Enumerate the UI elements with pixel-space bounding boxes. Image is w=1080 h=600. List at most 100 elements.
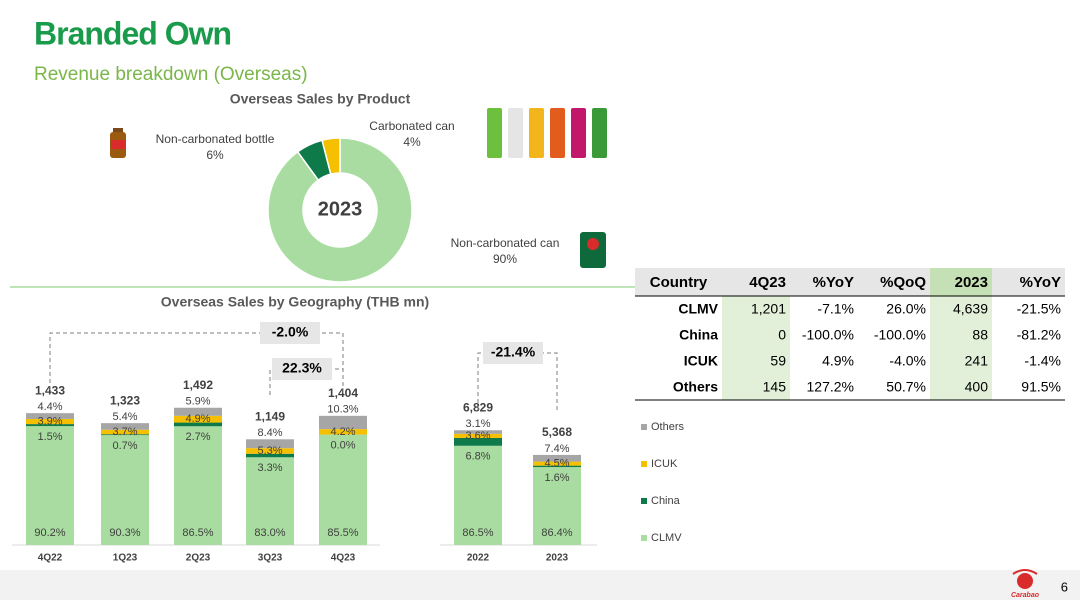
segment-label: 2.7% [185, 431, 210, 443]
segment-label: 6.8% [465, 451, 490, 463]
table-cell: 88 [972, 327, 988, 343]
bar-segment [174, 407, 222, 416]
segment-label: 90.3% [109, 527, 140, 539]
segment-label: 86.4% [541, 527, 572, 539]
annotation-box [260, 322, 320, 344]
table-cell: -81.2% [1017, 327, 1061, 343]
segment-label: 3.9% [37, 415, 62, 427]
x-tick-label: 4Q23 [331, 553, 356, 564]
x-tick-label: 1Q23 [113, 553, 138, 564]
donut-slice [267, 137, 413, 283]
bar-segment [174, 415, 222, 423]
table-header-bg [635, 268, 1065, 296]
bar-segment [454, 445, 502, 545]
x-tick-label: 2Q23 [186, 553, 211, 564]
legend-label: Others [651, 421, 685, 433]
segment-label: 4.9% [185, 413, 210, 425]
table-cell: 1,201 [751, 301, 786, 317]
table-cell: 0 [778, 327, 786, 343]
bar-segment [246, 439, 294, 449]
cell-highlight [930, 374, 992, 400]
bracket [269, 368, 344, 395]
bar-segment [319, 429, 367, 435]
bar-segment [246, 448, 294, 454]
bar-segment [454, 430, 502, 434]
legend: CLMV China ICUK Others [641, 421, 685, 544]
annotation: 22.3% [282, 360, 322, 376]
table-header: %YoY [813, 274, 854, 291]
segment-label: 4.5% [544, 458, 569, 470]
table-cell: 145 [763, 379, 787, 395]
table-cell: 4.9% [822, 353, 854, 369]
table-cell: ICUK [684, 353, 718, 369]
bar-segment [26, 413, 74, 419]
segment-label: 1.6% [544, 472, 569, 484]
slide-subtitle: Revenue breakdown (Overseas) [34, 64, 308, 85]
table-cell: 59 [770, 353, 786, 369]
annotation: -21.4% [491, 344, 536, 360]
segment-label: 83.0% [254, 527, 285, 539]
bar-segment [246, 453, 294, 458]
bar-segment [101, 434, 149, 436]
segment-label: 4.2% [330, 426, 355, 438]
x-tick-label: 2022 [467, 553, 490, 564]
table: Country 4Q23 %YoY %QoQ 2023 %YoY CLMV 1,201 -7.1… [635, 268, 1065, 401]
segment-label: 90.2% [34, 527, 65, 539]
cell-highlight [930, 348, 992, 374]
bar-segment [174, 422, 222, 427]
bar-segment [26, 424, 74, 427]
table-cell: -1.4% [1024, 353, 1061, 369]
segment-label: 3.1% [465, 418, 490, 430]
bracket [477, 352, 558, 410]
logo [1012, 569, 1038, 589]
legend-swatch [641, 498, 647, 504]
logo-text: Carabao [1011, 592, 1040, 599]
segment-label: 86.5% [182, 527, 213, 539]
table-cell: 400 [965, 379, 989, 395]
segment-label: 3.7% [112, 426, 137, 438]
table-header: %YoY [1020, 274, 1061, 291]
bar-segment [174, 426, 222, 545]
cell-highlight [722, 322, 790, 348]
table-cell: 4,639 [953, 301, 988, 317]
table-cell: China [679, 327, 718, 343]
bar-segment [533, 467, 581, 545]
segment-label: 5.9% [185, 396, 210, 408]
bracket [49, 332, 344, 390]
segment-label: 3.6% [465, 430, 490, 442]
table-cell: 127.2% [807, 379, 854, 395]
page-number: 6 [1061, 579, 1068, 594]
segment-label: 5.4% [112, 411, 137, 423]
segment-label: 5.3% [257, 445, 282, 457]
table-cell: -21.5% [1017, 301, 1061, 317]
cell-highlight [722, 374, 790, 400]
total-label: 1,433 [35, 383, 65, 397]
segment-label: 3.3% [257, 462, 282, 474]
table-cell: Others [673, 379, 718, 395]
donut-slice [321, 137, 341, 176]
bar-segment [533, 465, 581, 468]
donut-title: Overseas Sales by Product [230, 91, 411, 107]
slide-title: Branded Own [34, 15, 231, 51]
bar-title: Overseas Sales by Geography (THB mn) [161, 294, 429, 310]
table-cell: 91.5% [1021, 379, 1061, 395]
bar-segment [101, 423, 149, 430]
segment-label: 85.5% [327, 527, 358, 539]
bottle-icon [110, 128, 126, 158]
total-label: 1,323 [110, 393, 140, 407]
cell-highlight [722, 348, 790, 374]
bar-segment [319, 434, 367, 545]
segment-label: 1.5% [37, 431, 62, 443]
segment-label: 10.3% [327, 404, 358, 416]
table-cell: CLMV [678, 301, 718, 317]
table-cell: 50.7% [886, 379, 926, 395]
bar-segment [26, 426, 74, 545]
x-tick-label: 3Q23 [258, 553, 283, 564]
legend-label: CLMV [651, 532, 682, 544]
bar-segment [101, 435, 149, 545]
table-cell: -100.0% [874, 327, 926, 343]
legend-swatch [641, 424, 647, 430]
slice-value: 6% [206, 148, 224, 162]
bar-segment [26, 418, 74, 425]
